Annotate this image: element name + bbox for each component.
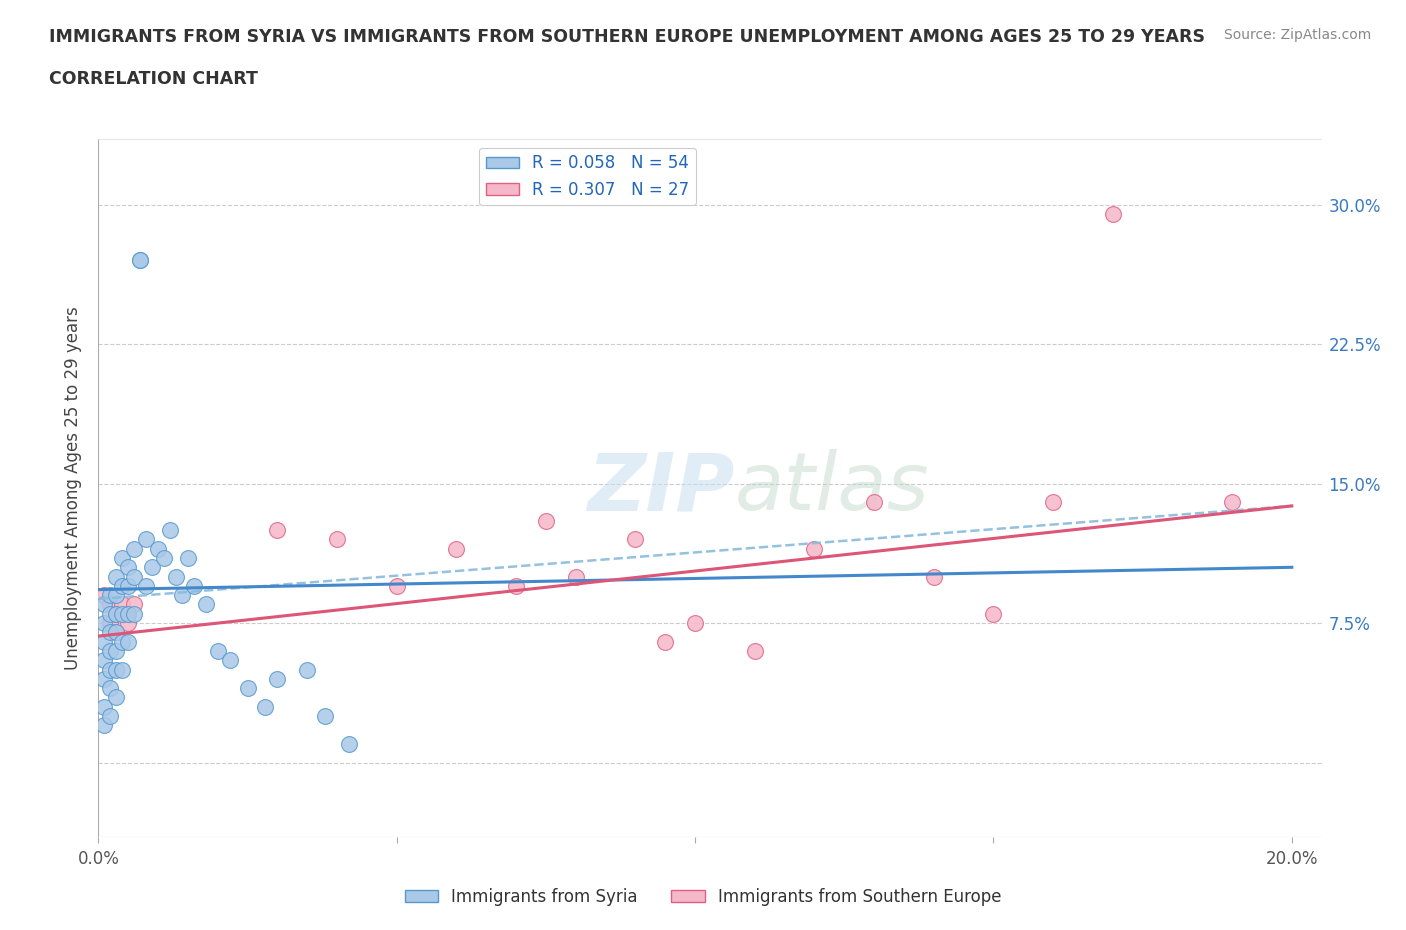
Point <box>236 681 259 696</box>
Point <box>266 671 288 686</box>
Point <box>337 737 360 751</box>
Point <box>98 681 121 696</box>
Point <box>146 541 169 556</box>
Point <box>117 606 139 621</box>
Point <box>98 597 121 612</box>
Point <box>111 578 134 593</box>
Point <box>111 634 134 649</box>
Point <box>117 560 139 575</box>
Point <box>98 616 121 631</box>
Point <box>98 625 121 640</box>
Point <box>683 616 706 631</box>
Point <box>314 709 336 724</box>
Point <box>105 625 128 640</box>
Point <box>105 569 128 584</box>
Point <box>170 588 193 603</box>
Point <box>803 541 825 556</box>
Point <box>165 569 187 584</box>
Legend: R = 0.058   N = 54, R = 0.307   N = 27: R = 0.058 N = 54, R = 0.307 N = 27 <box>479 148 696 206</box>
Point <box>98 709 121 724</box>
Point <box>254 699 277 714</box>
Point <box>654 634 676 649</box>
Point <box>153 551 176 565</box>
Point <box>534 513 557 528</box>
Point <box>129 253 152 268</box>
Point <box>111 597 134 612</box>
Text: CORRELATION CHART: CORRELATION CHART <box>49 70 259 87</box>
Point <box>565 569 588 584</box>
Point <box>194 597 217 612</box>
Point <box>98 588 121 603</box>
Point <box>159 523 181 538</box>
Point <box>326 532 349 547</box>
Point <box>117 578 139 593</box>
Point <box>122 569 145 584</box>
Point <box>141 560 163 575</box>
Point <box>93 653 115 668</box>
Point <box>297 662 319 677</box>
Point <box>98 644 121 658</box>
Point <box>1042 495 1064 510</box>
Point <box>105 606 128 621</box>
Point <box>1220 495 1243 510</box>
Point <box>863 495 886 510</box>
Point <box>177 551 200 565</box>
Legend: Immigrants from Syria, Immigrants from Southern Europe: Immigrants from Syria, Immigrants from S… <box>398 881 1008 912</box>
Point <box>117 606 139 621</box>
Point <box>117 616 139 631</box>
Point <box>505 578 527 593</box>
Point <box>183 578 205 593</box>
Y-axis label: Unemployment Among Ages 25 to 29 years: Unemployment Among Ages 25 to 29 years <box>65 306 83 671</box>
Point <box>93 634 115 649</box>
Point <box>93 616 115 631</box>
Point <box>105 662 128 677</box>
Point <box>105 588 128 603</box>
Point <box>105 625 128 640</box>
Point <box>385 578 408 593</box>
Point <box>111 551 134 565</box>
Point <box>135 532 157 547</box>
Point <box>983 606 1005 621</box>
Point <box>744 644 766 658</box>
Text: atlas: atlas <box>734 449 929 527</box>
Point <box>624 532 647 547</box>
Text: ZIP: ZIP <box>588 449 734 527</box>
Point <box>93 718 115 733</box>
Point <box>207 644 229 658</box>
Point <box>98 606 121 621</box>
Point <box>218 653 240 668</box>
Point <box>122 597 145 612</box>
Point <box>93 588 115 603</box>
Point <box>446 541 468 556</box>
Point <box>105 690 128 705</box>
Point <box>117 634 139 649</box>
Point <box>135 578 157 593</box>
Point <box>93 671 115 686</box>
Point <box>98 662 121 677</box>
Point <box>122 541 145 556</box>
Point <box>93 699 115 714</box>
Point <box>922 569 945 584</box>
Point <box>129 253 152 268</box>
Point <box>111 662 134 677</box>
Point <box>105 644 128 658</box>
Point <box>122 606 145 621</box>
Point <box>266 523 288 538</box>
Text: Source: ZipAtlas.com: Source: ZipAtlas.com <box>1223 28 1371 42</box>
Point <box>105 606 128 621</box>
Point <box>111 606 134 621</box>
Point <box>1101 206 1123 221</box>
Point <box>93 597 115 612</box>
Text: IMMIGRANTS FROM SYRIA VS IMMIGRANTS FROM SOUTHERN EUROPE UNEMPLOYMENT AMONG AGES: IMMIGRANTS FROM SYRIA VS IMMIGRANTS FROM… <box>49 28 1205 46</box>
